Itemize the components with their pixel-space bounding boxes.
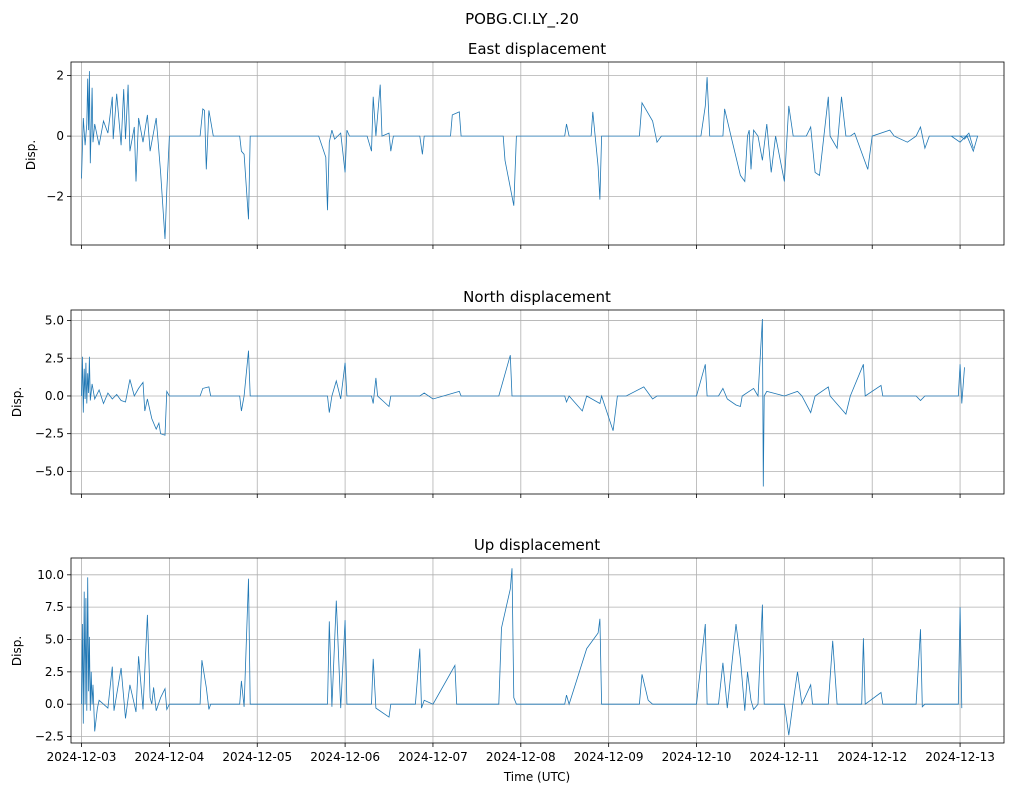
up-ytick-label: 10.0 [37, 568, 64, 582]
east-ytick-label: −2 [46, 190, 64, 204]
x-tick-label: 2024-12-07 [398, 750, 468, 764]
north-title: North displacement [463, 288, 611, 306]
x-tick-label: 2024-12-09 [574, 750, 644, 764]
x-tick-label: 2024-12-08 [486, 750, 556, 764]
east-series-line [81, 71, 979, 240]
east-panel: East displacement 2 0 −2 Disp. [24, 40, 1005, 249]
east-title: East displacement [468, 40, 606, 58]
north-ytick-label: −2.5 [35, 427, 64, 441]
up-axes-frame [70, 557, 1005, 744]
x-tick-label: 2024-12-11 [749, 750, 819, 764]
north-axes-frame [70, 309, 1005, 495]
figure-title: POBG.CI.LY_.20 [465, 10, 579, 29]
x-tick-label: 2024-12-10 [662, 750, 732, 764]
east-axes-frame [70, 61, 1005, 246]
up-ytick-label: 5.0 [45, 633, 64, 647]
up-ytick-label: 0.0 [45, 697, 64, 711]
north-ytick-label: 0.0 [45, 389, 64, 403]
x-tick-label: 2024-12-13 [925, 750, 995, 764]
up-ytick-label: 7.5 [45, 600, 64, 614]
up-ylabel: Disp. [10, 636, 24, 666]
up-ytick-label: 2.5 [45, 665, 64, 679]
up-title: Up displacement [474, 536, 600, 554]
up-series-line [81, 568, 963, 736]
north-ylabel: Disp. [10, 387, 24, 417]
x-tick-label: 2024-12-06 [310, 750, 380, 764]
up-panel: Up displacement 2024-12-03 2024-12-04 2024… [10, 536, 1005, 764]
x-tick-label: 2024-12-12 [837, 750, 907, 764]
up-ytick-label: −2.5 [35, 730, 64, 744]
east-ytick-label: 2 [56, 69, 64, 83]
x-tick-label: 2024-12-05 [222, 750, 292, 764]
x-tick-label: 2024-12-04 [135, 750, 205, 764]
north-series-line [81, 318, 965, 487]
east-ytick-label: 0 [56, 129, 64, 143]
x-axis-label: Time (UTC) [503, 770, 570, 784]
north-ytick-label: −5.0 [35, 464, 64, 478]
north-ytick-label: 2.5 [45, 351, 64, 365]
north-ytick-label: 5.0 [45, 314, 64, 328]
north-panel: North displacement 5.0 2.5 0.0 −2.5 −5.0 Dis… [10, 288, 1005, 498]
east-ylabel: Disp. [24, 140, 38, 170]
x-tick-label: 2024-12-03 [47, 750, 117, 764]
